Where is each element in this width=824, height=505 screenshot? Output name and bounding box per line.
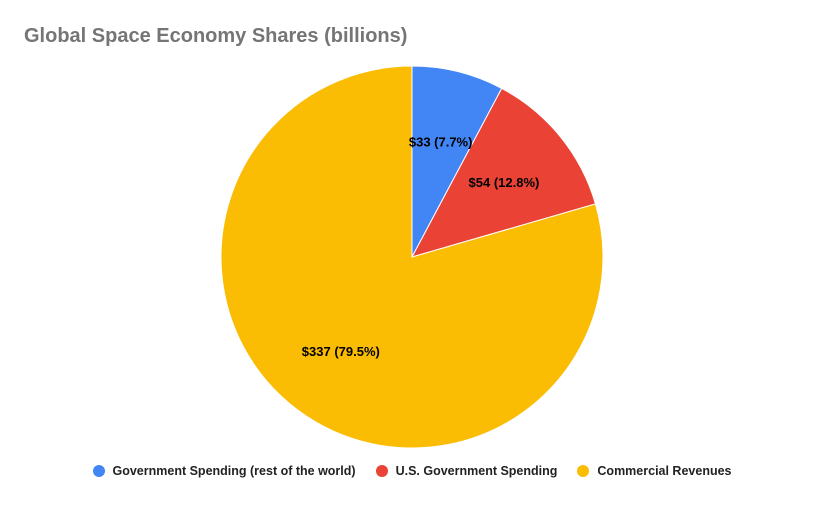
pie-slice-rest-of-world-government[interactable] (411, 65, 503, 258)
slice-label-us-government: $54 (12.8%) (469, 175, 540, 190)
legend-item-rest-of-world-government[interactable]: Government Spending (rest of the world) (92, 464, 356, 478)
legend-swatch-commercial-revenues (577, 465, 590, 477)
slice-label-commercial-revenues: $337 (79.5%) (302, 344, 380, 359)
legend-swatch-us-government (375, 465, 388, 477)
legend-label-us-government: U.S. Government Spending (395, 464, 558, 478)
legend-label-commercial-revenues: Commercial Revenues (597, 464, 732, 478)
pie-slice-commercial-revenues[interactable] (220, 65, 604, 449)
legend-item-us-government[interactable]: U.S. Government Spending (375, 464, 558, 478)
legend-item-commercial-revenues[interactable]: Commercial Revenues (577, 464, 732, 478)
pie-slice-us-government[interactable] (411, 87, 597, 258)
legend-swatch-rest-of-world-government (92, 465, 105, 477)
slice-label-rest-of-world-government: $33 (7.7%) (409, 135, 473, 150)
legend: Government Spending (rest of the world) … (0, 464, 824, 478)
chart-title: Global Space Economy Shares (billions) (24, 25, 408, 47)
legend-label-rest-of-world-government: Government Spending (rest of the world) (112, 464, 356, 478)
